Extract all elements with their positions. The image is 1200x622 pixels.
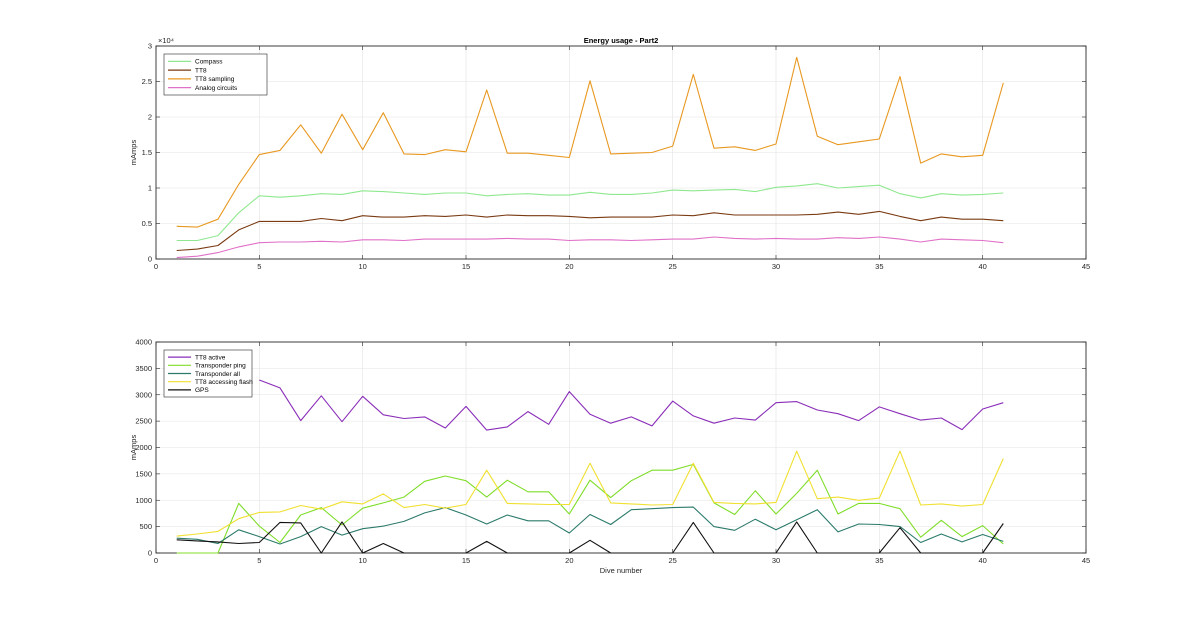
y-tick-label: 1.5 — [142, 148, 152, 157]
y-tick-label: 0.5 — [142, 219, 152, 228]
x-tick-label: 0 — [154, 556, 158, 565]
x-tick-label: 45 — [1082, 556, 1090, 565]
bottom-axes: 0 5 10 15 20 25 30 35 40 45 0 500 1000 1500 2000 2500 30… — [129, 338, 1090, 575]
y-tick-label: 2000 — [135, 443, 152, 452]
x-tick-label: 35 — [875, 262, 883, 271]
y-tick-label: 500 — [139, 522, 152, 531]
x-tick-label: 20 — [565, 556, 573, 565]
legend-entry-label: TT8 sampling — [195, 76, 235, 83]
legend-entry-label: Compass — [195, 59, 223, 66]
legend-entry-label: Transponder all — [195, 371, 240, 378]
y-tick-label: 1500 — [135, 469, 152, 478]
y-tick-label: 1000 — [135, 496, 152, 505]
series-line-gps — [176, 521, 1004, 554]
series-line-tt8-sampling — [176, 56, 1004, 228]
x-tick-label: 20 — [565, 262, 573, 271]
x-tick-label: 0 — [154, 262, 158, 271]
series-line-tt8 — [176, 210, 1004, 252]
legend-entry-label: TT8 — [195, 67, 207, 74]
series-line-tt8-active — [259, 379, 1004, 431]
x-tick-label: 5 — [257, 556, 261, 565]
x-tick-label: 45 — [1082, 262, 1090, 271]
y-tick-label: 1 — [148, 184, 152, 193]
x-tick-label: 25 — [668, 262, 676, 271]
x-axis-label: Dive number — [600, 566, 643, 575]
y-tick-label: 0 — [148, 255, 152, 264]
x-tick-label: 15 — [462, 556, 470, 565]
legend-entry-label: Transponder ping — [195, 363, 246, 370]
y-tick-label: 4000 — [135, 338, 152, 347]
x-tick-label: 35 — [875, 556, 883, 565]
x-tick-label: 30 — [772, 556, 780, 565]
y-tick-label: 3500 — [135, 364, 152, 373]
top-axes: 0 5 10 15 20 25 30 35 40 45 0 0.5 1 1.5 2 2.5 3 ×10⁴ Energ… — [129, 36, 1090, 271]
series-line-transponder-all — [176, 506, 1004, 545]
chart-title: Energy usage - Part2 — [584, 36, 659, 45]
y-axis-label: mAmps — [129, 435, 138, 461]
y-tick-label: 2 — [148, 113, 152, 122]
y-tick-label: 0 — [148, 549, 152, 558]
y-tick-label: 2500 — [135, 417, 152, 426]
y-tick-label: 3 — [148, 42, 152, 51]
legend-entry-label: GPS — [195, 387, 209, 394]
x-tick-label: 15 — [462, 262, 470, 271]
y-exponent-label: ×10⁴ — [158, 36, 174, 45]
y-axis-label: mAmps — [129, 140, 138, 166]
x-tick-label: 10 — [358, 262, 366, 271]
y-tick-label: 3000 — [135, 390, 152, 399]
x-tick-label: 30 — [772, 262, 780, 271]
legend-entry-label: Analog circuits — [195, 85, 238, 92]
x-tick-label: 40 — [978, 262, 986, 271]
x-tick-label: 40 — [978, 556, 986, 565]
series-line-compass — [176, 183, 1004, 242]
series-line-tt8-accessing-flash — [176, 450, 1004, 537]
legend-entry-label: TT8 active — [195, 354, 226, 361]
y-tick-label: 2.5 — [142, 77, 152, 86]
legend-entry-label: TT8 accessing flash — [195, 379, 253, 386]
x-tick-label: 25 — [668, 556, 676, 565]
series-line-transponder-ping — [176, 463, 1004, 554]
x-tick-label: 5 — [257, 262, 261, 271]
x-tick-label: 10 — [358, 556, 366, 565]
series-line-analog-circuits — [176, 236, 1004, 259]
